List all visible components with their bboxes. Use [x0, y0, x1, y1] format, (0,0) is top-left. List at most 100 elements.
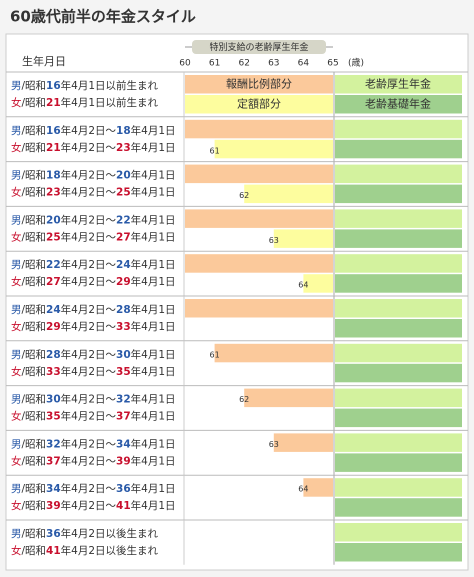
birth-range: 男/昭和24年4月2日～28年4月1日	[11, 303, 176, 316]
birth-range: 男/昭和18年4月2日～20年4月1日	[11, 169, 176, 182]
birth-part: 34	[46, 483, 61, 495]
birth-part: 16	[46, 125, 61, 137]
birth-range: 女/昭和21年4月2日～23年4月1日	[11, 141, 176, 154]
birth-range: 女/昭和41年4月2日以後生まれ	[11, 544, 159, 557]
birth-range: 女/昭和33年4月2日～35年4月1日	[11, 365, 176, 378]
birth-part: 24	[116, 259, 131, 271]
employee-band	[335, 254, 462, 273]
birth-range: 女/昭和27年4月2日～29年4月1日	[11, 275, 176, 288]
age-tick: 65	[327, 59, 338, 69]
birth-part: 年4月1日	[131, 141, 176, 154]
birth-part: 25	[46, 231, 61, 243]
unit: (歳)	[348, 57, 364, 69]
employee-band	[335, 299, 462, 318]
birth-part: 年4月1日	[131, 258, 176, 271]
birth-part: 21	[46, 97, 61, 109]
flat-start: 61	[210, 146, 220, 155]
flat-bar	[185, 95, 333, 114]
birth-part: 年4月2日～	[61, 141, 117, 154]
earnings-bar	[185, 209, 333, 228]
birth-part: 37	[116, 411, 131, 423]
birth-part: 年4月1日	[131, 393, 176, 406]
birth-part: 39	[46, 500, 61, 512]
birth-part: 年4月1日	[131, 410, 176, 423]
birth-part: 23	[46, 187, 61, 199]
birth-part: 29	[116, 276, 131, 288]
birth-part: /昭和	[22, 170, 47, 182]
birth-part: /昭和	[22, 259, 47, 271]
age-tick: 60	[179, 59, 191, 69]
birth-part: /昭和	[22, 214, 47, 226]
birth-part: 男	[11, 394, 22, 406]
birth-part: 年4月2日以後生まれ	[61, 544, 159, 557]
birth-part: /昭和	[22, 321, 47, 333]
earnings-bar	[244, 388, 333, 408]
birth-range: 女/昭和29年4月2日～33年4月1日	[11, 320, 176, 333]
earnings-bar	[185, 119, 333, 139]
birth-range: 男/昭和20年4月2日～22年4月1日	[11, 213, 176, 226]
birth-part: 28	[116, 304, 131, 316]
birth-part: 年4月1日	[131, 303, 176, 316]
employee-band	[335, 75, 462, 94]
birth-part: 年4月2日～	[61, 348, 117, 361]
birth-range: 男/昭和22年4月2日～24年4月1日	[11, 258, 176, 271]
employee-band	[335, 209, 462, 228]
birth-part: 41	[116, 500, 131, 512]
birth-range: 女/昭和39年4月2日～41年4月1日	[11, 499, 176, 512]
flat-bar	[303, 274, 333, 293]
birth-part: /昭和	[22, 545, 47, 557]
birth-part: 年4月2日～	[61, 275, 117, 288]
earnings-bar	[185, 299, 333, 318]
age-tick: 63	[268, 59, 279, 69]
birth-part: 41	[46, 545, 61, 557]
birth-range: 女/昭和25年4月2日～27年4月1日	[11, 230, 176, 243]
birth-part: 年4月1日	[131, 275, 176, 288]
birth-part: 39	[116, 455, 131, 467]
birth-part: 年4月1日	[131, 365, 176, 378]
employee-band	[335, 478, 462, 497]
birth-part: 年4月1日	[131, 499, 176, 512]
birth-part: 年4月2日～	[61, 365, 117, 378]
earnings-start: 63	[269, 440, 279, 449]
basic-band	[335, 95, 462, 114]
birth-part: 20	[116, 170, 131, 182]
birth-part: 年4月1日	[131, 437, 176, 450]
birth-part: 年4月1日	[131, 320, 176, 333]
flat-start: 63	[269, 236, 279, 245]
birth-part: 23	[116, 142, 131, 154]
birth-part: 女	[11, 499, 22, 512]
birth-part: 女	[11, 230, 22, 243]
birth-part: /昭和	[22, 276, 47, 288]
birth-part: 36	[46, 528, 61, 540]
birth-part: 16	[46, 80, 61, 92]
birth-part: /昭和	[22, 231, 47, 243]
earnings-bar	[185, 254, 333, 273]
employee-band	[335, 523, 462, 542]
birth-part: 20	[46, 214, 61, 226]
age-tick: 62	[238, 59, 249, 69]
birth-part: 18	[116, 125, 131, 137]
birth-part: 年4月1日	[131, 482, 176, 495]
earnings-start: 61	[210, 350, 220, 359]
birth-part: 年4月2日～	[61, 482, 117, 495]
birth-range: 男/昭和28年4月2日～30年4月1日	[11, 348, 176, 361]
birth-part: 女	[11, 141, 22, 154]
birth-part: /昭和	[22, 438, 47, 450]
birth-part: 年4月2日～	[61, 499, 117, 512]
birth-part: 年4月2日～	[61, 437, 117, 450]
birth-part: 18	[46, 170, 61, 182]
birth-part: 33	[116, 321, 131, 333]
birth-part: 女	[11, 544, 22, 557]
birth-part: 男	[11, 438, 22, 450]
birth-part: 37	[46, 455, 61, 467]
birth-part: /昭和	[22, 142, 47, 154]
birth-part: 女	[11, 365, 22, 378]
birth-part: /昭和	[22, 500, 47, 512]
title: 60歳代前半の年金スタイル	[10, 8, 196, 26]
flat-label: 定額部分	[237, 97, 281, 111]
basic-band	[335, 363, 462, 383]
birth-part: 男	[11, 349, 22, 361]
birth-part: 27	[46, 276, 61, 288]
birth-part: 年4月2日～	[61, 230, 117, 243]
